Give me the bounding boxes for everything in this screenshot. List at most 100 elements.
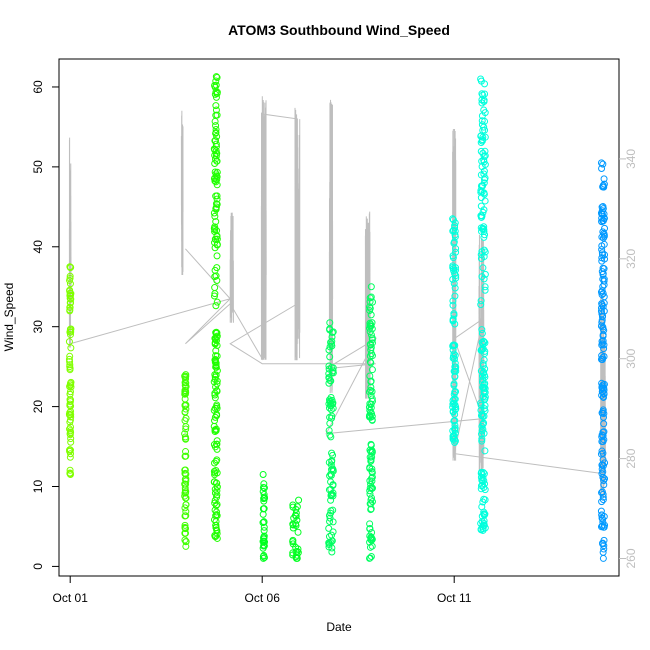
data-point: [366, 490, 374, 498]
data-point: [293, 554, 301, 562]
data-point: [368, 477, 376, 485]
data-point: [182, 477, 190, 485]
data-point: [600, 536, 608, 544]
data-point: [600, 352, 608, 360]
y-right-tick-label: 260: [624, 548, 638, 568]
data-point: [477, 139, 485, 147]
data-point: [328, 369, 336, 377]
data-point: [211, 266, 219, 274]
data-point: [478, 248, 486, 256]
data-point: [293, 516, 301, 524]
data-point: [326, 404, 334, 412]
data-point: [598, 447, 606, 455]
data-point: [211, 391, 219, 399]
data-point: [478, 518, 486, 525]
data-point: [478, 372, 486, 380]
data-point: [478, 427, 486, 435]
data-point: [326, 353, 334, 361]
data-point: [67, 325, 75, 333]
data-point: [477, 401, 485, 409]
data-point: [213, 298, 221, 306]
data-point: [212, 143, 220, 151]
data-point: [598, 242, 606, 250]
data-point: [182, 508, 190, 516]
data-point: [479, 369, 487, 377]
data-point: [600, 413, 607, 421]
data-point: [66, 466, 74, 474]
data-point: [478, 346, 486, 354]
data-point: [291, 511, 299, 519]
data-point: [66, 431, 74, 439]
data-point: [598, 291, 606, 299]
data-point: [599, 275, 607, 283]
data-point: [481, 286, 489, 294]
data-point: [213, 380, 221, 388]
data-point: [479, 208, 487, 216]
data-point: [598, 233, 606, 241]
data-point: [182, 423, 190, 431]
data-point: [480, 233, 488, 241]
data-point: [260, 480, 268, 488]
data-point: [211, 117, 219, 125]
data-point: [478, 273, 486, 281]
data-point: [368, 498, 376, 506]
data-point: [366, 358, 374, 366]
data-point: [327, 509, 335, 517]
data-point: [181, 524, 189, 532]
y-axis-label: Wind_Speed: [2, 283, 16, 352]
data-point: [181, 390, 189, 398]
data-point: [598, 337, 606, 345]
data-point: [325, 373, 333, 381]
data-point: [181, 536, 189, 544]
data-point: [600, 542, 608, 550]
data-point: [481, 447, 489, 455]
data-point: [260, 551, 268, 559]
data-point: [599, 381, 607, 389]
data-point: [213, 529, 221, 537]
data-point: [325, 346, 333, 354]
data-point: [260, 497, 268, 505]
data-point: [480, 275, 488, 283]
data-point: [211, 413, 219, 421]
data-point: [210, 292, 218, 300]
data-point: [600, 210, 608, 218]
data-point: [259, 519, 267, 527]
data-point: [211, 358, 219, 366]
data-point: [367, 331, 375, 339]
data-point: [211, 212, 219, 220]
data-point: [181, 512, 189, 520]
data-point: [599, 554, 607, 562]
data-point: [479, 468, 487, 476]
data-point: [451, 365, 459, 373]
data-point: [67, 344, 75, 352]
data-point: [259, 505, 267, 513]
data-point: [600, 293, 608, 301]
y-right-tick-label: 340: [624, 149, 638, 169]
data-point: [449, 301, 457, 309]
data-point: [212, 466, 220, 474]
data-point: [450, 265, 458, 273]
data-point: [260, 495, 268, 503]
data-point: [450, 381, 458, 389]
data-point: [451, 284, 459, 292]
data-point: [478, 96, 486, 104]
y-tick-label: 30: [31, 320, 45, 334]
data-point: [182, 501, 190, 509]
data-point: [477, 202, 485, 210]
y-right-tick-label: 280: [624, 448, 638, 468]
data-point: [366, 525, 374, 533]
data-point: [182, 470, 190, 478]
data-point: [598, 165, 606, 173]
data-point: [600, 175, 608, 183]
data-point: [367, 457, 375, 465]
data-point: [599, 428, 607, 436]
data-point: [327, 338, 335, 346]
data-point: [451, 231, 459, 239]
data-point: [598, 465, 606, 473]
data-point: [450, 355, 458, 363]
data-point: [367, 552, 375, 560]
data-point: [600, 229, 608, 237]
data-point: [210, 209, 218, 217]
data-point: [326, 472, 334, 480]
